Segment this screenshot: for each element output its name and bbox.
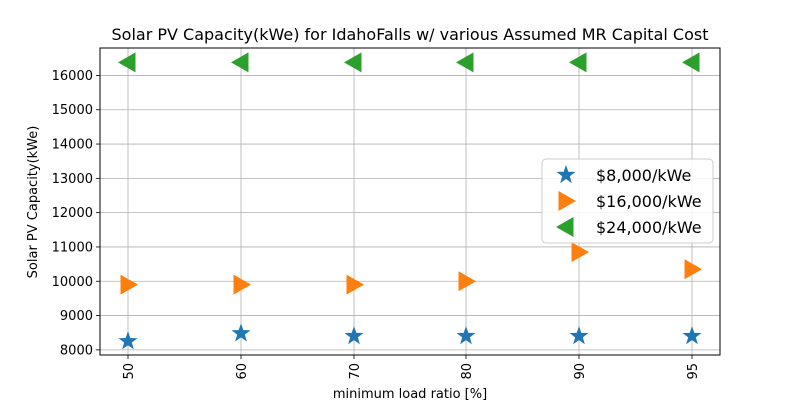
legend-marker-1 <box>558 191 576 211</box>
y-tick-label: 14000 <box>52 138 93 153</box>
x-tick-label: 95 <box>686 363 701 380</box>
point-series-0 <box>569 326 589 345</box>
chart-title: Solar PV Capacity(kWe) for IdahoFalls w/… <box>112 25 709 44</box>
point-series-0 <box>456 326 476 345</box>
x-tick-label: 70 <box>348 363 363 380</box>
y-tick-label: 15000 <box>52 103 93 118</box>
y-tick-label: 12000 <box>52 206 93 221</box>
point-series-0 <box>231 323 251 342</box>
point-series-2 <box>231 52 249 73</box>
y-tick-label: 8000 <box>60 343 93 358</box>
legend-label-1: $16,000/kWe <box>596 192 702 211</box>
legend-label-0: $8,000/kWe <box>596 166 691 185</box>
y-tick-label: 9000 <box>60 309 93 324</box>
x-tick-label: 60 <box>235 363 250 380</box>
point-series-0 <box>682 326 702 345</box>
point-series-0 <box>344 326 364 345</box>
point-series-1 <box>120 274 138 295</box>
legend-marker-0 <box>556 165 576 184</box>
legend: $8,000/kWe $16,000/kWe $24,000/kWe <box>541 158 714 244</box>
point-series-1 <box>233 274 251 295</box>
point-series-1 <box>458 271 476 292</box>
point-series-2 <box>682 52 700 73</box>
x-axis-label: minimum load ratio [%] <box>333 387 487 400</box>
data-points <box>118 52 702 350</box>
x-tick-label: 80 <box>460 363 475 380</box>
ticks: 50 60 70 80 90 95 8000 9000 10000 11000 12000 13000… <box>52 69 701 380</box>
y-axis-label: Solar PV Capacity(kWe) <box>26 126 41 279</box>
x-tick-label: 50 <box>122 363 137 380</box>
point-series-2 <box>344 52 362 73</box>
legend-marker-2 <box>556 217 574 237</box>
point-series-0 <box>118 331 138 350</box>
legend-frame <box>541 158 714 244</box>
legend-label-2: $24,000/kWe <box>596 218 702 237</box>
point-series-1 <box>684 259 702 280</box>
y-tick-label: 10000 <box>52 275 93 290</box>
point-series-2 <box>569 52 587 73</box>
plot-frame <box>99 47 721 356</box>
point-series-2 <box>118 52 136 73</box>
point-series-2 <box>456 52 474 73</box>
point-series-1 <box>571 242 589 263</box>
y-tick-label: 16000 <box>52 69 93 84</box>
y-tick-label: 13000 <box>52 172 93 187</box>
y-tick-label: 11000 <box>52 240 93 255</box>
point-series-1 <box>346 274 364 295</box>
x-tick-label: 90 <box>573 363 588 380</box>
